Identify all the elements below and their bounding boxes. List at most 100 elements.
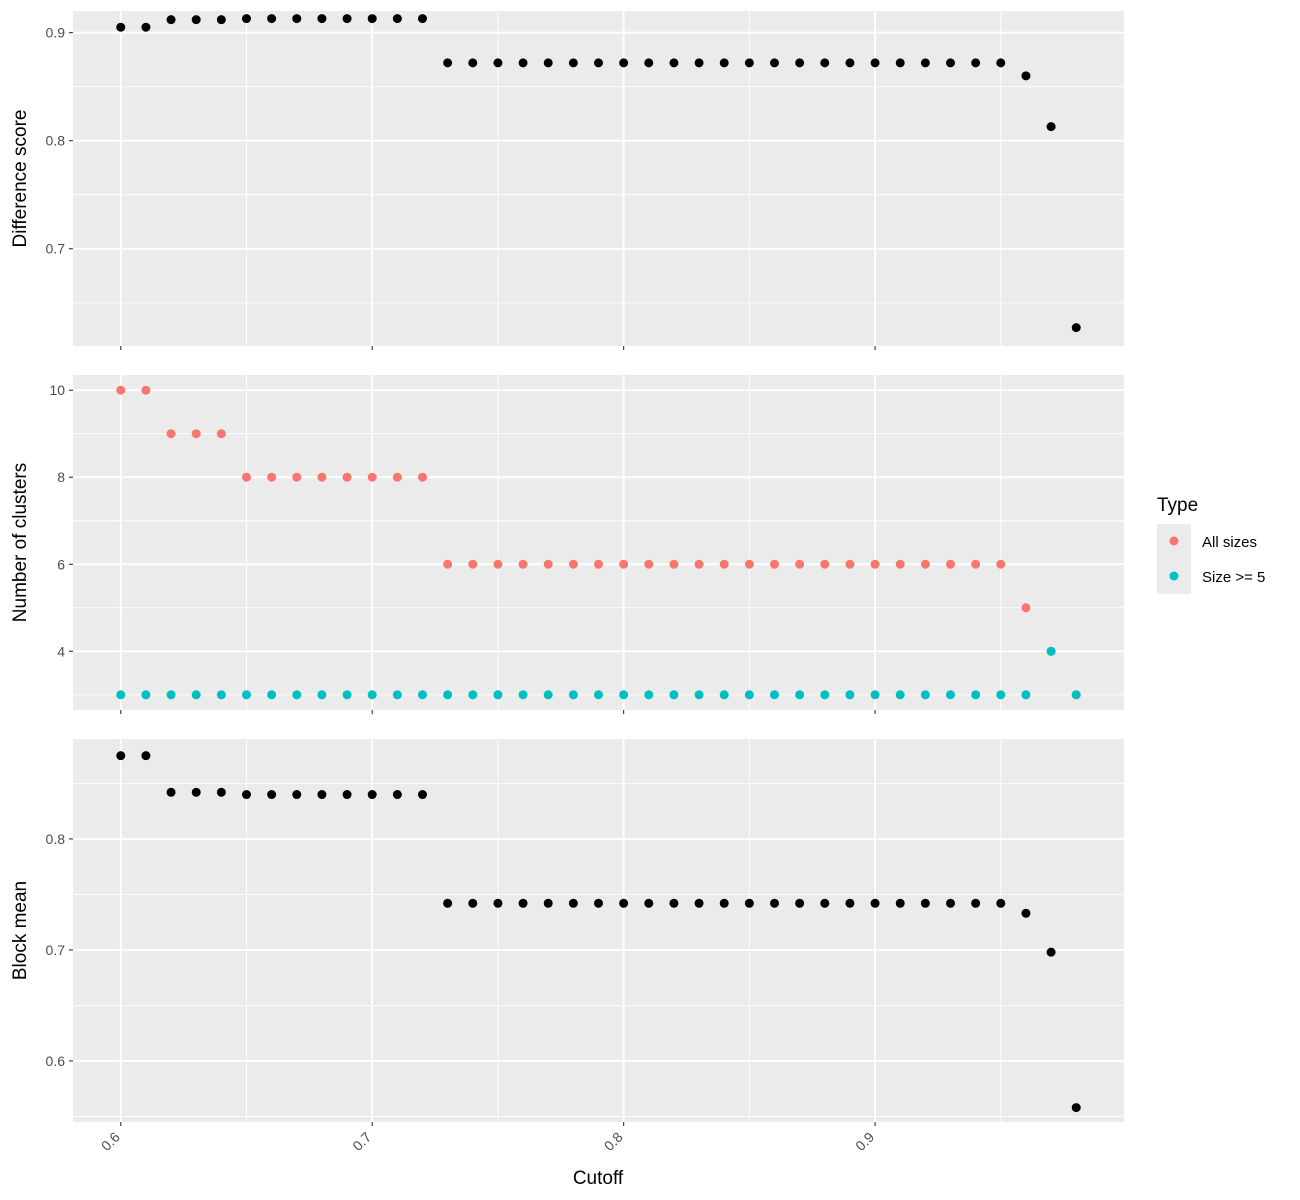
data-point xyxy=(367,790,377,800)
data-point xyxy=(996,58,1006,68)
data-point xyxy=(518,559,528,569)
data-point xyxy=(141,385,151,395)
y-tick-label: 0.9 xyxy=(46,25,66,41)
panels: 0.7 0.8 0.9 Difference score 4 6 8 10 Number of … xyxy=(10,11,1124,1154)
data-point xyxy=(367,690,377,700)
data-point xyxy=(845,58,855,68)
data-point xyxy=(744,690,754,700)
data-point xyxy=(946,559,956,569)
data-point xyxy=(443,898,453,908)
data-point xyxy=(1071,323,1081,333)
data-point xyxy=(971,898,981,908)
data-point xyxy=(644,58,654,68)
data-point xyxy=(895,559,905,569)
data-point xyxy=(468,690,478,700)
data-point xyxy=(920,898,930,908)
data-point xyxy=(1046,646,1056,656)
data-point xyxy=(518,898,528,908)
x-tick-label: 0.9 xyxy=(852,1129,877,1154)
data-point xyxy=(1046,122,1056,132)
data-point xyxy=(744,559,754,569)
data-point xyxy=(216,690,226,700)
data-point xyxy=(342,472,352,482)
data-point xyxy=(443,559,453,569)
data-point xyxy=(166,15,176,25)
legend-title: Type xyxy=(1157,495,1198,516)
data-point xyxy=(719,559,729,569)
data-point xyxy=(493,559,503,569)
data-point xyxy=(543,690,553,700)
y-tick-label: 0.8 xyxy=(46,133,66,149)
data-point xyxy=(770,58,780,68)
data-point xyxy=(920,690,930,700)
data-point xyxy=(870,690,880,700)
data-point xyxy=(166,429,176,439)
data-point xyxy=(719,58,729,68)
data-point xyxy=(493,898,503,908)
data-point xyxy=(1021,908,1031,918)
data-point xyxy=(191,787,201,797)
data-point xyxy=(443,690,453,700)
data-point xyxy=(996,690,1006,700)
panel-3: 0.6 0.7 0.8 Block mean xyxy=(10,739,1124,1126)
data-point xyxy=(694,58,704,68)
data-point xyxy=(241,690,251,700)
data-point xyxy=(770,690,780,700)
data-point xyxy=(568,559,578,569)
data-point xyxy=(719,690,729,700)
data-point xyxy=(267,14,277,24)
data-point xyxy=(317,14,327,24)
data-point xyxy=(1046,947,1056,957)
data-point xyxy=(543,58,553,68)
data-point xyxy=(1071,1103,1081,1113)
data-point xyxy=(619,898,629,908)
data-point xyxy=(518,58,528,68)
data-point xyxy=(543,559,553,569)
data-point xyxy=(568,58,578,68)
y-tick-label: 6 xyxy=(57,556,65,572)
data-point xyxy=(870,58,880,68)
data-point xyxy=(392,472,402,482)
data-point xyxy=(493,690,503,700)
data-point xyxy=(996,559,1006,569)
data-point xyxy=(845,690,855,700)
series-2 xyxy=(116,646,1081,700)
legend: Type All sizes Size >= 5 xyxy=(1157,495,1265,594)
data-point xyxy=(116,690,126,700)
data-point xyxy=(141,690,151,700)
data-point xyxy=(216,429,226,439)
data-point xyxy=(770,898,780,908)
y-tick-label: 0.7 xyxy=(46,241,66,257)
data-point xyxy=(191,690,201,700)
data-point xyxy=(367,472,377,482)
data-point xyxy=(744,58,754,68)
data-point xyxy=(392,690,402,700)
data-point xyxy=(669,58,679,68)
data-point xyxy=(367,14,377,24)
data-point xyxy=(669,559,679,569)
data-point xyxy=(920,559,930,569)
data-point xyxy=(292,472,302,482)
data-point xyxy=(594,58,603,68)
data-point xyxy=(493,58,503,68)
data-point xyxy=(468,898,478,908)
data-point xyxy=(166,690,176,700)
panel-1: 0.7 0.8 0.9 Difference score xyxy=(10,11,1124,350)
data-point xyxy=(468,58,478,68)
y-tick-label: 4 xyxy=(57,643,65,659)
data-point xyxy=(820,58,830,68)
data-point xyxy=(417,472,427,482)
data-point xyxy=(342,690,352,700)
data-point xyxy=(392,14,402,24)
panel-background xyxy=(73,375,1124,710)
data-point xyxy=(619,58,629,68)
legend-label-size-ge-5: Size >= 5 xyxy=(1202,569,1265,586)
series-1 xyxy=(116,14,1081,333)
data-point xyxy=(619,559,629,569)
data-point xyxy=(669,690,679,700)
data-point xyxy=(744,898,754,908)
data-point xyxy=(1071,690,1081,700)
data-point xyxy=(795,898,805,908)
data-point xyxy=(870,898,880,908)
